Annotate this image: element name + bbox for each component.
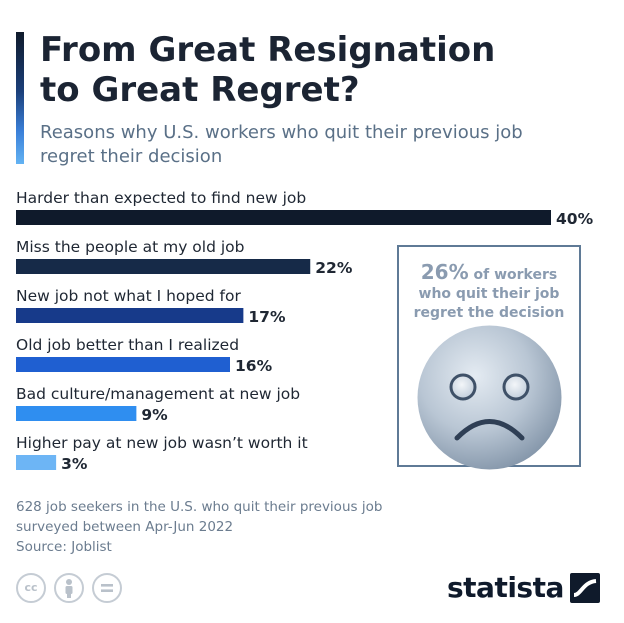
title-line-1: From Great Resignation [40, 30, 496, 70]
no-derivatives-icon[interactable] [92, 573, 122, 603]
sad-face-icon [417, 325, 562, 470]
statista-logo: statista [447, 571, 607, 607]
value-label: 40% [556, 210, 594, 228]
title-accent-bar [16, 32, 24, 164]
callout-line-3: regret the decision [413, 305, 565, 321]
note-line-1: 628 job seekers in the U.S. who quit the… [16, 499, 383, 515]
chart-notes: 628 job seekers in the U.S. who quit the… [16, 497, 496, 557]
bar [16, 357, 230, 372]
bar [16, 455, 57, 470]
value-label: 16% [235, 357, 273, 375]
callout-line-1: of workers [473, 267, 558, 283]
category-label: Bad culture/management at new job [16, 385, 300, 403]
source-line: Source: Joblist [16, 539, 112, 555]
attribution-icon[interactable] [54, 573, 84, 603]
callout-box: 26% of workers who quit their job regret… [397, 245, 581, 467]
logo-text: statista [447, 571, 564, 604]
value-label: 9% [141, 406, 168, 424]
callout-line-2: who quit their job [418, 286, 560, 302]
category-label: Miss the people at my old job [16, 238, 244, 256]
bar [16, 259, 311, 274]
statista-logo-icon [570, 573, 600, 603]
bar [16, 308, 244, 323]
value-label: 3% [61, 455, 88, 473]
title-line-2: to Great Regret? [40, 70, 360, 110]
bar-chart: Harder than expected to find new job 40% M… [16, 189, 594, 473]
value-label: 22% [315, 259, 353, 277]
page-title: From Great Resignation to Great Regret? [40, 30, 600, 110]
subtitle-line-1: Reasons why U.S. workers who quit their … [40, 122, 523, 143]
bar [16, 210, 551, 225]
subtitle-line-2: regret their decision [40, 146, 223, 167]
category-label: Harder than expected to find new job [16, 189, 306, 207]
category-label: Old job better than I realized [16, 336, 239, 354]
category-label: New job not what I hoped for [16, 287, 241, 305]
note-line-2: surveyed between Apr-Jun 2022 [16, 519, 234, 535]
callout-percent: 26% [420, 260, 469, 284]
value-label: 17% [248, 308, 286, 326]
cc-icon[interactable]: cc [16, 573, 46, 603]
category-label: Higher pay at new job wasn’t worth it [16, 434, 308, 452]
bar [16, 406, 137, 421]
callout-text: 26% of workers who quit their job regret… [399, 260, 579, 323]
page-subtitle: Reasons why U.S. workers who quit their … [40, 121, 580, 169]
